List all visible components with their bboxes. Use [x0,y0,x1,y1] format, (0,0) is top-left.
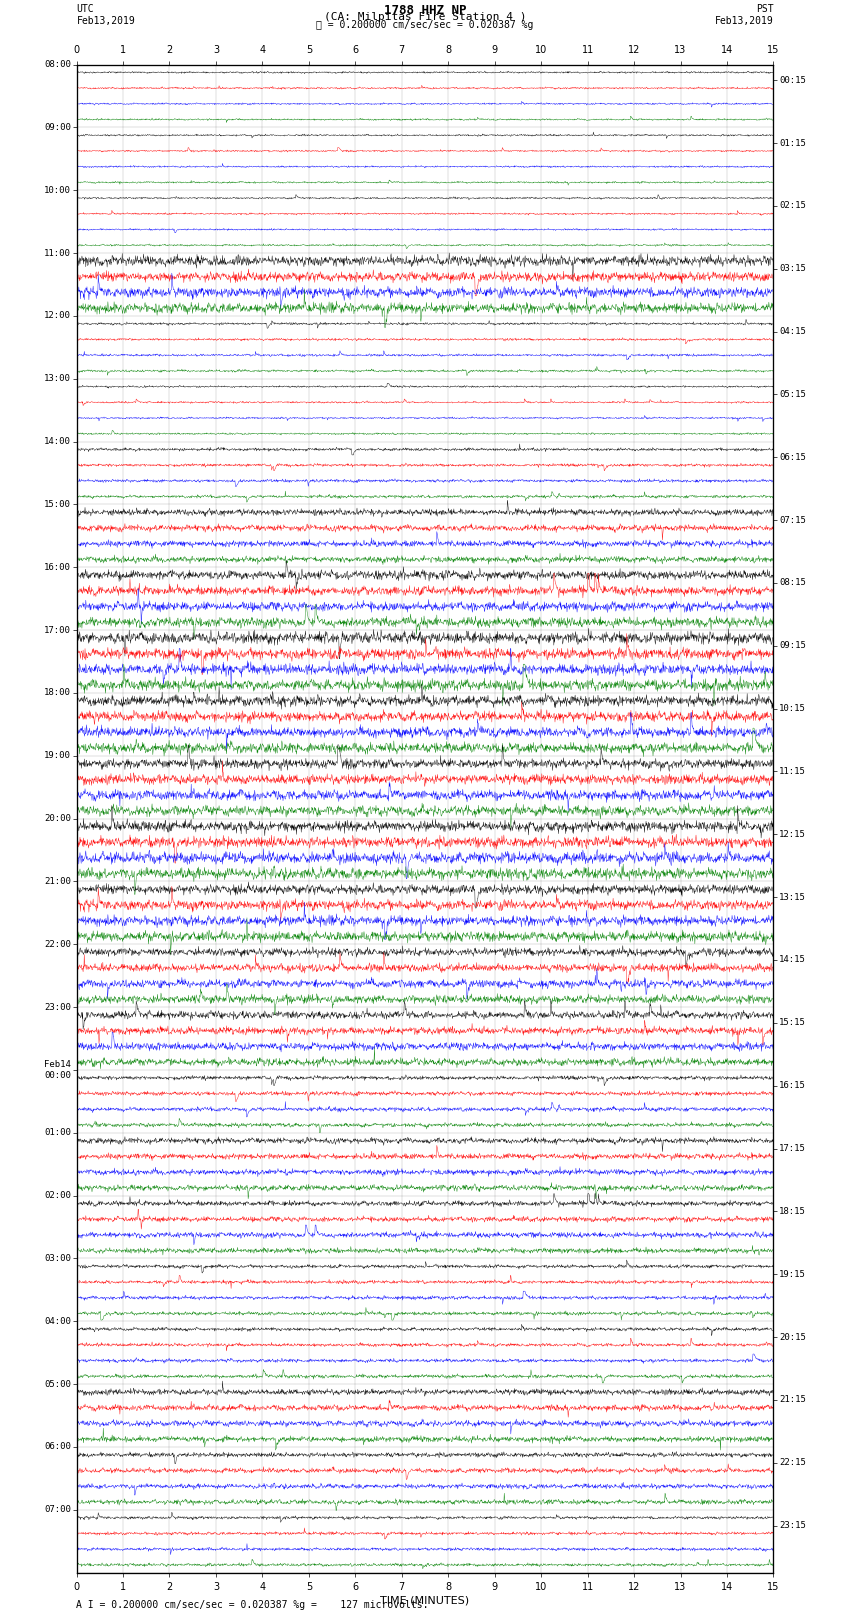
Text: A I = 0.200000 cm/sec/sec = 0.020387 %g =    127 microvolts.: A I = 0.200000 cm/sec/sec = 0.020387 %g … [76,1600,429,1610]
Text: PST
Feb13,2019: PST Feb13,2019 [715,5,774,26]
Text: ⏐ = 0.200000 cm/sec/sec = 0.020387 %g: ⏐ = 0.200000 cm/sec/sec = 0.020387 %g [316,19,534,29]
Text: (CA: Milpitas Fire Station 4 ): (CA: Milpitas Fire Station 4 ) [324,11,526,23]
Text: UTC
Feb13,2019: UTC Feb13,2019 [76,5,135,26]
Text: 1788 HHZ NP: 1788 HHZ NP [383,5,467,18]
X-axis label: TIME (MINUTES): TIME (MINUTES) [381,1595,469,1607]
